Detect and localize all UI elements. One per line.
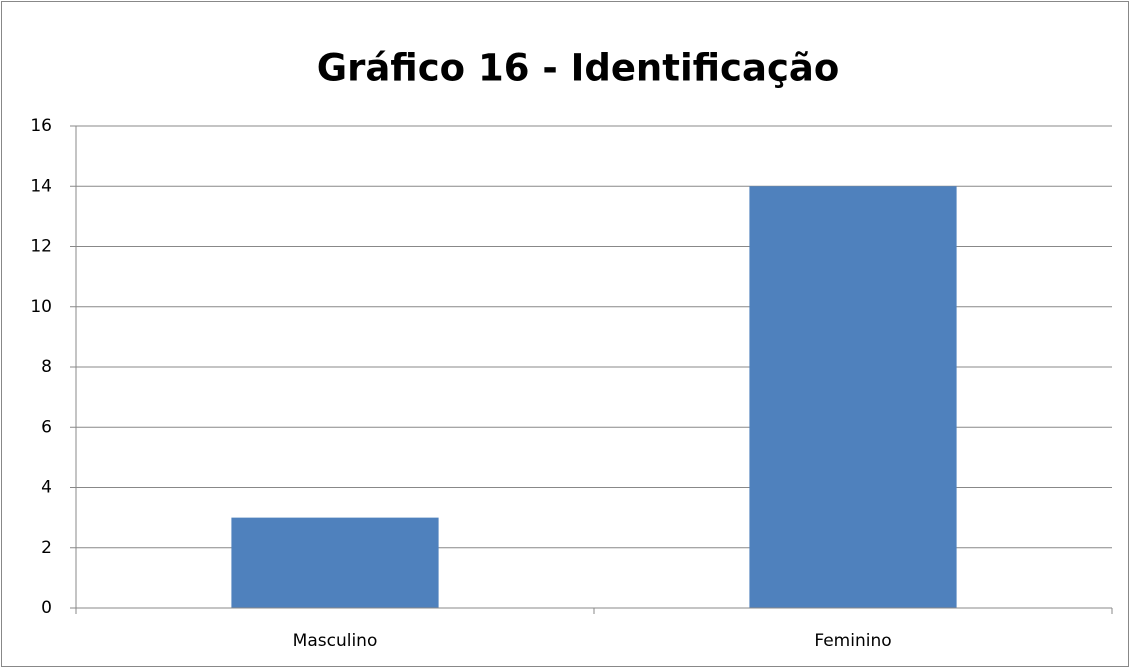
y-tick-label: 16 (30, 116, 52, 136)
y-tick-label: 12 (30, 237, 52, 257)
y-tick-label: 6 (41, 417, 52, 437)
y-tick-label: 0 (41, 598, 52, 618)
y-tick-label: 2 (41, 538, 52, 558)
bar (231, 517, 439, 608)
x-tick-label: Feminino (814, 631, 891, 651)
x-tick-label: Masculino (293, 631, 378, 651)
y-tick-label: 14 (30, 176, 52, 196)
y-tick-label: 8 (41, 357, 52, 377)
y-tick-label: 4 (41, 478, 52, 498)
bar (749, 186, 957, 608)
chart-title: Gráfico 16 - Identificação (317, 47, 840, 90)
y-tick-label: 10 (30, 297, 52, 317)
